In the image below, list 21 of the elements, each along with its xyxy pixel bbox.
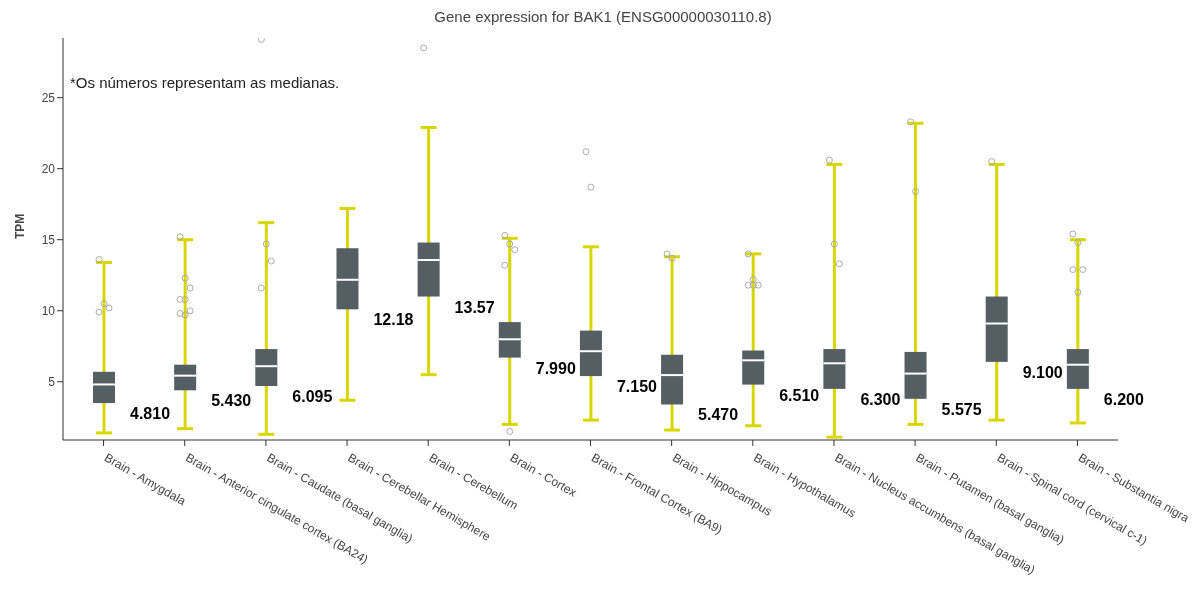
text: 7.990 (535, 359, 576, 377)
y-tick-label: 25 (41, 90, 56, 105)
text: 12.18 (373, 311, 414, 329)
annotation: *Os números representam as medianas. (70, 74, 340, 91)
text: 13.57 (454, 298, 495, 316)
y-tick-label: 5 (48, 375, 56, 390)
y-axis-title: TPM (13, 213, 28, 239)
text: 7.150 (616, 378, 657, 396)
text: 6.510 (779, 386, 820, 404)
text: 5.470 (698, 406, 739, 424)
text: 6.095 (292, 388, 333, 406)
text: 4.810 (130, 405, 171, 423)
text: 9.100 (1022, 363, 1063, 381)
chart-title: Gene expression for BAK1 (ENSG00000030110.8) (433, 8, 773, 27)
y-tick-label: 20 (41, 161, 56, 176)
text: 6.300 (860, 390, 901, 408)
text: 5.430 (211, 392, 252, 410)
text: 5.575 (941, 400, 982, 418)
text: 6.200 (1103, 390, 1144, 408)
y-tick-label: 15 (41, 232, 56, 247)
y-tick-label: 10 (41, 303, 56, 318)
